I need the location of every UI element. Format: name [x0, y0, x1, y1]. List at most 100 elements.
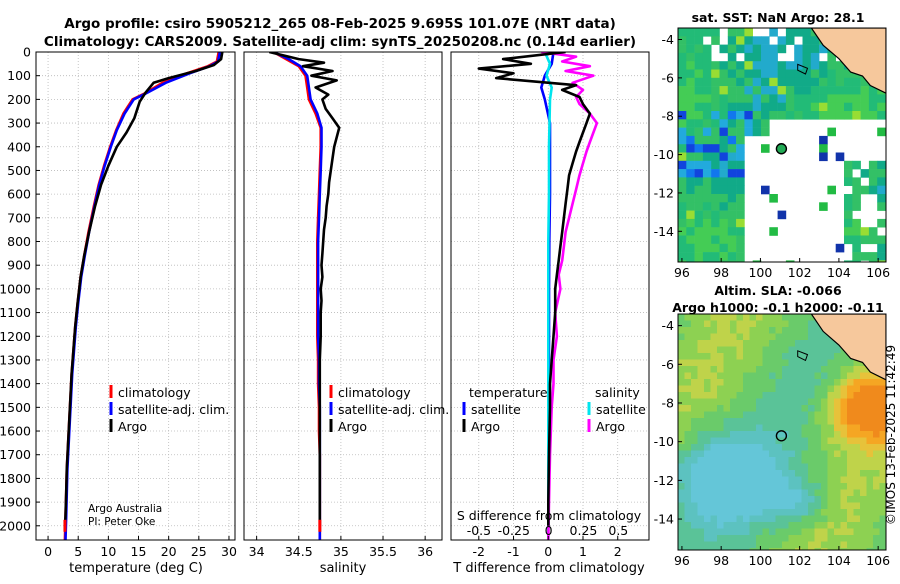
sst-cell — [719, 218, 729, 228]
sla-cell — [840, 444, 848, 451]
sst-cell — [785, 69, 795, 79]
sla-cell — [827, 444, 835, 451]
sla-cell — [697, 353, 705, 360]
sla-cell — [821, 398, 828, 406]
sla-cell — [840, 385, 848, 393]
sla-cell — [775, 353, 783, 360]
sst-cell — [678, 61, 687, 70]
sst-cell — [885, 94, 886, 103]
sla-cell — [775, 483, 783, 490]
sla-cell — [730, 535, 737, 542]
sst-cell — [702, 252, 712, 261]
sla-cell — [879, 470, 886, 477]
sla-cell — [840, 496, 848, 503]
sla-cell — [795, 405, 802, 412]
sst-cell — [877, 160, 886, 170]
sla-cell — [710, 483, 718, 490]
sst-cell — [844, 210, 853, 220]
sst-cell — [678, 86, 687, 95]
sla-cell — [808, 463, 815, 471]
sst-cell — [827, 127, 836, 137]
sla-cell — [769, 457, 776, 464]
sla-cell — [840, 379, 848, 386]
sst-cell — [761, 185, 770, 195]
argo-float-marker — [775, 430, 788, 442]
sla-cell — [827, 515, 835, 523]
sla-cell — [723, 418, 731, 425]
sst-cell — [885, 218, 886, 228]
sla-cell — [795, 411, 802, 419]
sla-cell — [840, 431, 848, 438]
sla-cell — [697, 385, 705, 393]
sla-cell — [788, 450, 796, 458]
sla-cell — [710, 418, 718, 425]
sla-cell — [717, 535, 724, 542]
sla-cell — [704, 496, 711, 503]
sla-cell — [827, 392, 835, 399]
timestamp: ©IMOS 13-Feb-2025 11:42:49 — [884, 345, 898, 525]
sla-cell — [788, 483, 796, 490]
sla-cell — [723, 496, 731, 503]
sla-cell — [827, 450, 835, 458]
sla-cell — [775, 541, 783, 549]
sla-cell — [684, 437, 692, 445]
sla-cell — [730, 346, 737, 354]
sla-cell — [827, 359, 835, 367]
sst-cell — [727, 52, 737, 62]
sla-cell — [853, 437, 861, 445]
sla-cell — [795, 476, 802, 484]
x-tick-label: 35.5 — [369, 544, 397, 559]
legend-label-argo-temp: Argo — [471, 419, 500, 434]
sla-cell — [782, 379, 789, 386]
sla-cell — [730, 392, 737, 399]
sst-cell — [694, 235, 704, 245]
sla-cell — [756, 489, 763, 497]
map-y-tick-label: -4 — [662, 318, 675, 333]
sst-cell — [702, 52, 712, 62]
sla-cell — [814, 470, 822, 477]
sla-cell — [782, 502, 789, 510]
sla-cell — [788, 320, 796, 328]
sla-map-ticks: 96 98 100 102 104 106-4-6-8-10-12-14 — [654, 318, 891, 568]
sla-cell — [853, 379, 861, 386]
sla-cell — [743, 385, 750, 393]
sla-cell — [691, 424, 698, 432]
sla-cell — [684, 483, 692, 490]
sla-cell — [697, 522, 705, 529]
sla-cell — [762, 372, 770, 380]
depth-tick-label: 1400 — [0, 376, 31, 391]
sla-cell — [691, 431, 698, 438]
x-tick-label: 5 — [74, 544, 82, 559]
sla-cell — [834, 483, 841, 490]
sst-cell — [752, 52, 762, 62]
sla-cell — [756, 470, 763, 477]
sla-cell — [840, 515, 848, 523]
sla-cell — [866, 418, 874, 425]
sst-cell — [686, 102, 695, 112]
sla-cell — [873, 398, 880, 406]
sla-cell — [821, 515, 828, 523]
sst-cell — [819, 135, 828, 145]
sla-cell — [691, 483, 698, 490]
top-tick-label: 0 — [545, 523, 553, 538]
sla-cell — [723, 444, 731, 451]
sla-cell — [678, 353, 685, 360]
sla-cell — [730, 431, 737, 438]
sla-cell — [821, 483, 828, 490]
sst-cell — [686, 61, 695, 70]
sla-cell — [697, 476, 705, 484]
sst-cell — [727, 218, 737, 228]
sst-cell — [702, 102, 712, 112]
sla-cell — [697, 502, 705, 510]
sla-cell — [704, 431, 711, 438]
sla-cell — [866, 515, 874, 523]
sla-cell — [743, 457, 750, 464]
sst-cell — [702, 210, 712, 220]
sla-cell — [769, 346, 776, 354]
sla-cell — [853, 372, 861, 380]
sla-cell — [782, 548, 789, 550]
sst-cell — [678, 210, 687, 220]
sla-cell — [782, 405, 789, 412]
sla-cell — [801, 392, 809, 399]
sla-cell — [762, 515, 770, 523]
